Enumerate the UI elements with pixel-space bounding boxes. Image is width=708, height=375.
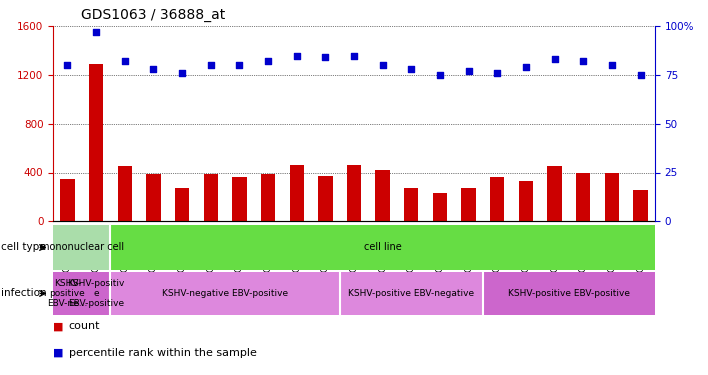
Bar: [118, 166, 132, 221]
Text: KSHV-positive EBV-negative: KSHV-positive EBV-negative: [348, 289, 474, 298]
Text: infection: infection: [1, 288, 46, 298]
Point: [234, 62, 245, 68]
Point: [434, 72, 445, 78]
Point: [520, 64, 532, 70]
Point: [578, 58, 589, 64]
Text: GDS1063 / 36888_at: GDS1063 / 36888_at: [81, 9, 226, 22]
Text: KSHV-
positive
EBV-ne...: KSHV- positive EBV-ne...: [47, 279, 88, 308]
Bar: [110, 272, 340, 315]
Point: [291, 53, 302, 58]
Bar: [519, 181, 533, 221]
Point: [119, 58, 130, 64]
Text: ■: ■: [53, 348, 64, 357]
Bar: [433, 193, 447, 221]
Bar: [147, 174, 161, 221]
Bar: [318, 176, 333, 221]
Point: [491, 70, 503, 76]
Bar: [634, 190, 648, 221]
Bar: [60, 178, 74, 221]
Point: [320, 54, 331, 60]
Bar: [53, 225, 110, 270]
Bar: [261, 174, 275, 221]
Text: cell type: cell type: [1, 243, 45, 252]
Bar: [490, 177, 504, 221]
Point: [406, 66, 417, 72]
Text: ■: ■: [53, 321, 64, 331]
Text: KSHV-positive EBV-positive: KSHV-positive EBV-positive: [508, 289, 630, 298]
Bar: [290, 165, 304, 221]
Point: [348, 53, 360, 58]
Text: cell line: cell line: [364, 243, 401, 252]
Point: [549, 56, 560, 62]
Point: [263, 58, 274, 64]
Bar: [204, 174, 218, 221]
Point: [91, 29, 102, 35]
Bar: [576, 173, 590, 221]
Point: [205, 62, 217, 68]
Bar: [175, 188, 189, 221]
Bar: [404, 188, 418, 221]
Bar: [81, 272, 110, 315]
Bar: [347, 165, 361, 221]
Text: KSHV-positiv
e
EBV-positive: KSHV-positiv e EBV-positive: [67, 279, 125, 308]
Bar: [89, 64, 103, 221]
Bar: [53, 272, 81, 315]
Bar: [483, 272, 655, 315]
Bar: [547, 166, 561, 221]
Text: KSHV-negative EBV-positive: KSHV-negative EBV-positive: [162, 289, 288, 298]
Bar: [340, 272, 483, 315]
Bar: [232, 177, 246, 221]
Bar: [462, 188, 476, 221]
Text: percentile rank within the sample: percentile rank within the sample: [69, 348, 256, 357]
Point: [377, 62, 388, 68]
Bar: [605, 173, 619, 221]
Point: [606, 62, 617, 68]
Text: count: count: [69, 321, 100, 331]
Point: [635, 72, 646, 78]
Point: [62, 62, 73, 68]
Text: mononuclear cell: mononuclear cell: [40, 243, 124, 252]
Bar: [375, 170, 390, 221]
Point: [148, 66, 159, 72]
Point: [463, 68, 474, 74]
Point: [176, 70, 188, 76]
